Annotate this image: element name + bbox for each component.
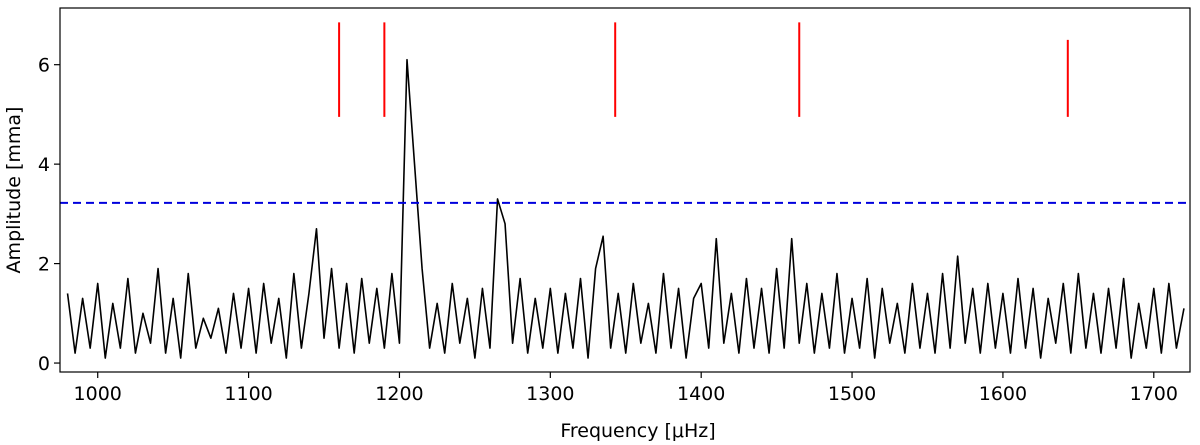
x-tick-label: 1400: [677, 383, 725, 405]
x-axis-label: Frequency [μHz]: [560, 420, 715, 442]
y-tick-label: 4: [38, 154, 50, 176]
y-axis-label: Amplitude [mma]: [3, 107, 25, 274]
plot-frame: [59, 7, 1191, 373]
y-tick-label: 0: [38, 353, 50, 375]
y-tick-label: 2: [38, 254, 50, 276]
x-tick-label: 1100: [224, 383, 272, 405]
y-tick-label: 6: [38, 55, 50, 77]
x-tick-label: 1200: [375, 383, 423, 405]
x-tick-label: 1300: [526, 383, 574, 405]
x-tick-label: 1700: [1130, 383, 1178, 405]
spectrum-line: [66, 58, 1185, 359]
x-tick-label: 1600: [979, 383, 1027, 405]
x-tick-label: 1000: [74, 383, 122, 405]
x-tick-label: 1500: [828, 383, 876, 405]
